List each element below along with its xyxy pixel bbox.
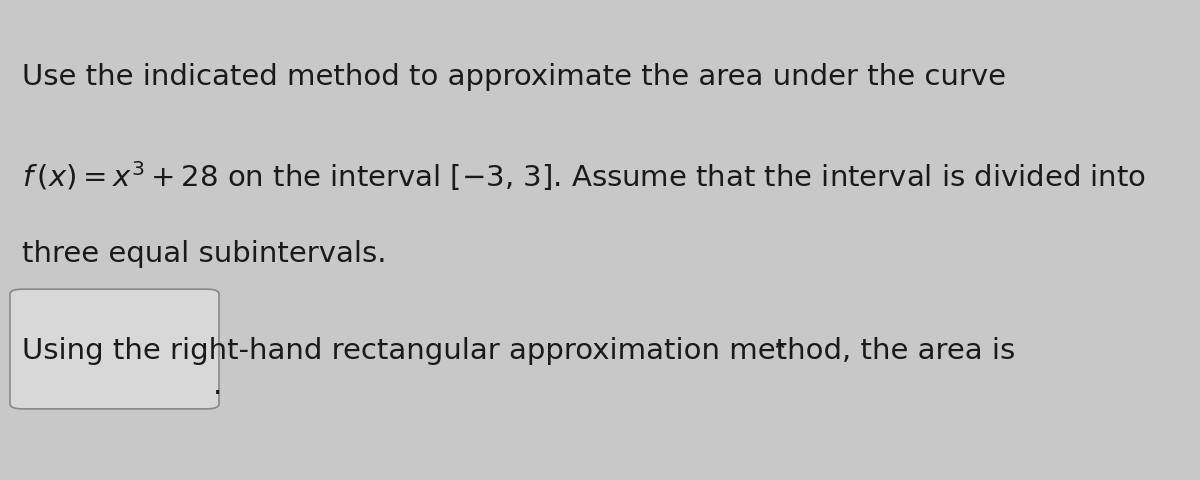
Text: Using the right-hand rectangular approximation method, the area is: Using the right-hand rectangular approxi… [22, 336, 1015, 364]
Text: $f\,(x) = x^3 + 28$ on the interval [−3, 3]. Assume that the interval is divided: $f\,(x) = x^3 + 28$ on the interval [−3,… [22, 158, 1146, 192]
Text: .: . [214, 372, 222, 399]
Text: Use the indicated method to approximate the area under the curve: Use the indicated method to approximate … [22, 62, 1006, 90]
Text: three equal subintervals.: three equal subintervals. [22, 240, 386, 268]
Text: ↑: ↑ [772, 341, 788, 360]
FancyBboxPatch shape [10, 289, 220, 409]
